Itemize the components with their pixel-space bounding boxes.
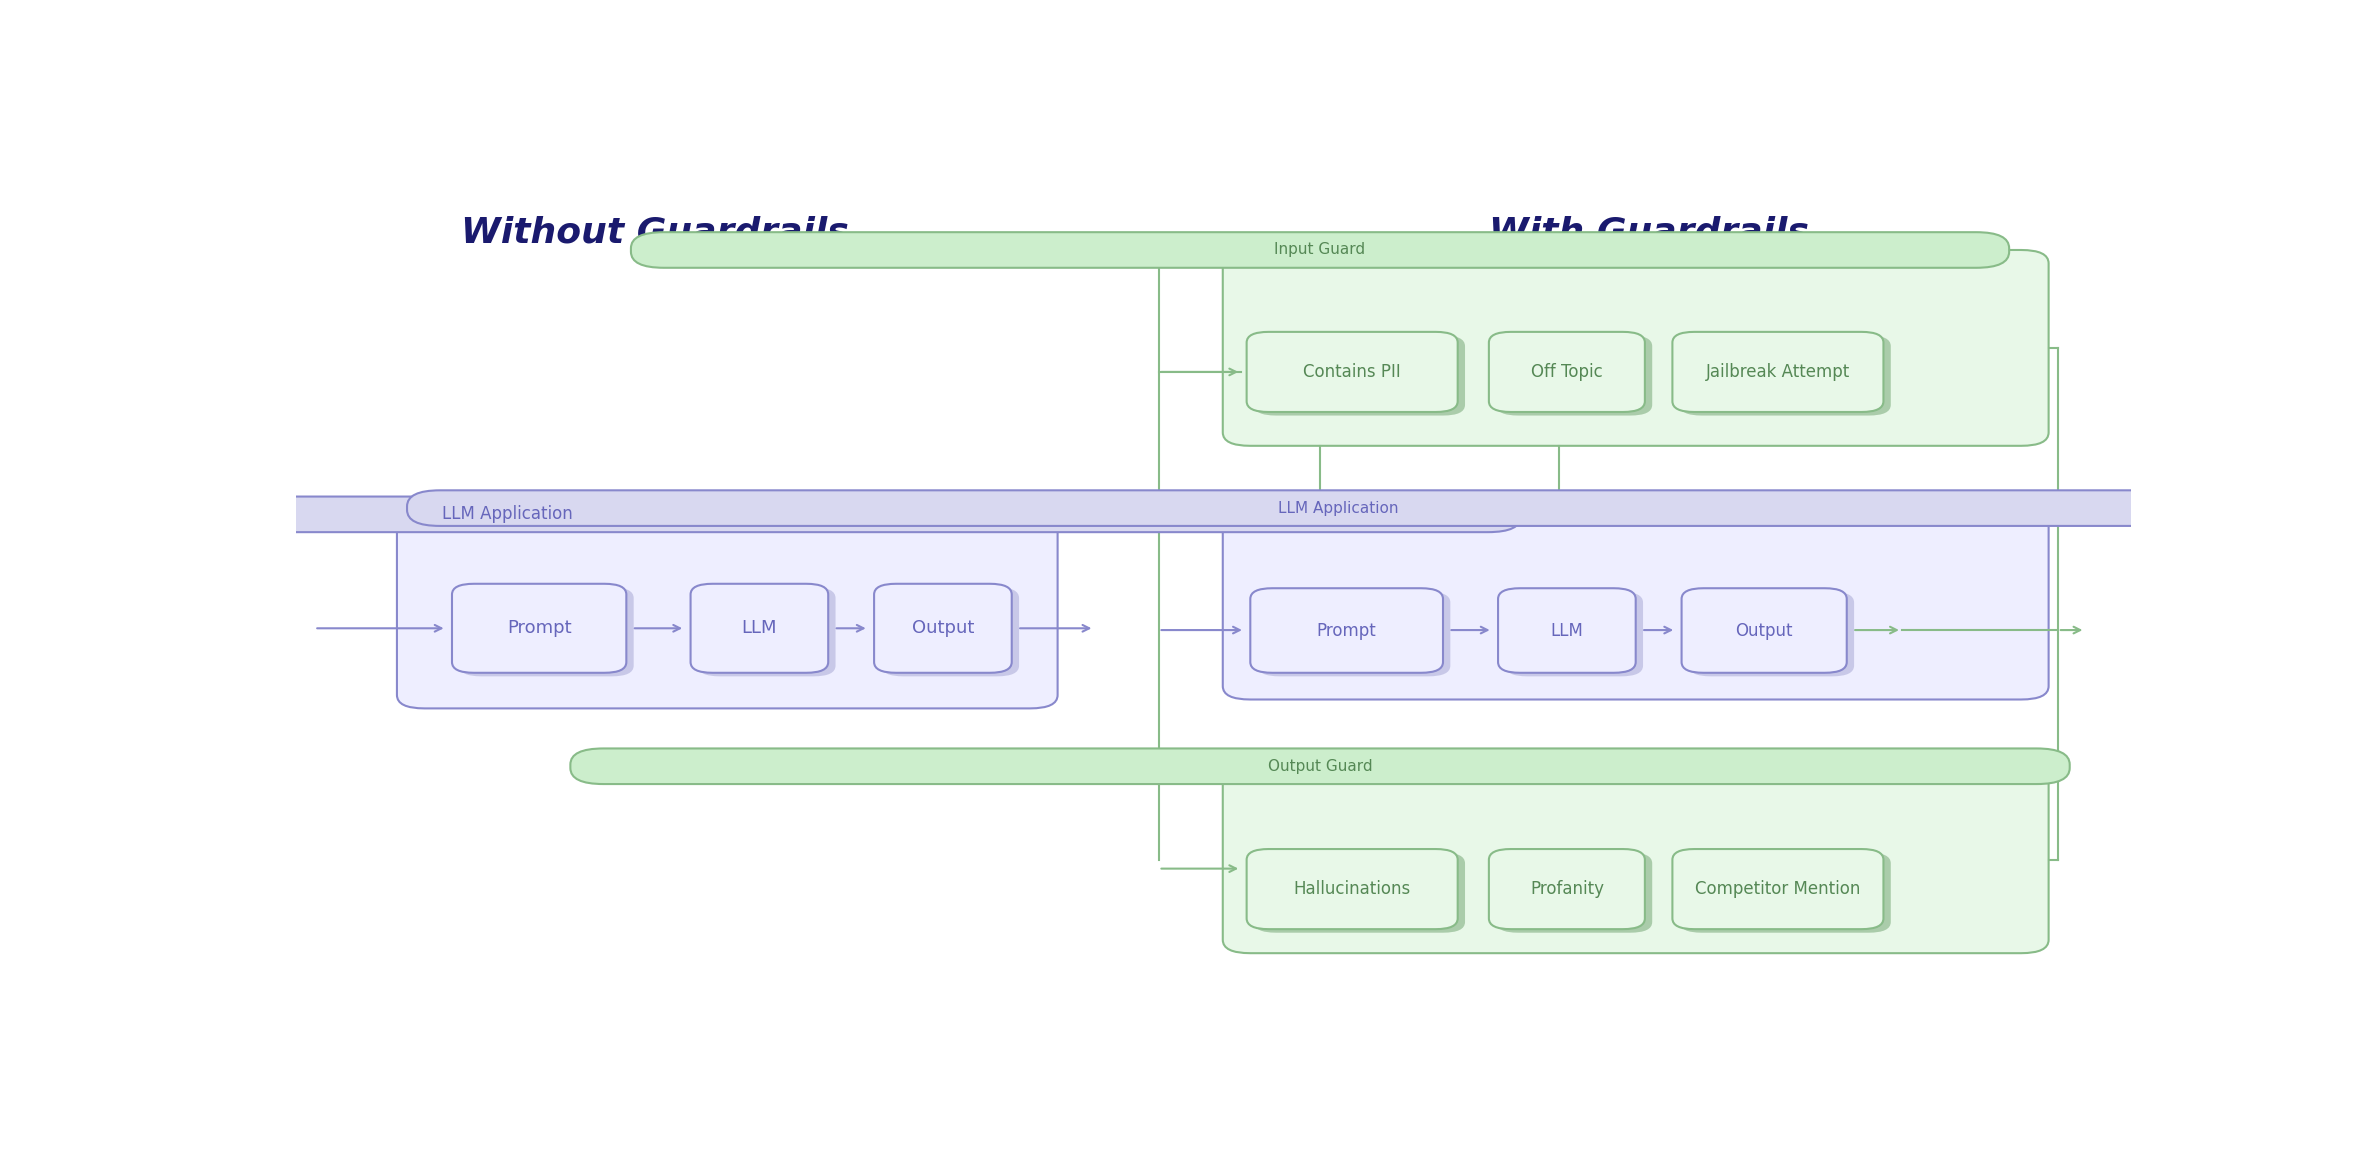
FancyBboxPatch shape xyxy=(452,584,625,673)
Text: Prompt: Prompt xyxy=(1317,622,1376,639)
FancyBboxPatch shape xyxy=(398,512,1058,709)
FancyBboxPatch shape xyxy=(874,584,1011,673)
Text: LLM: LLM xyxy=(741,620,777,637)
FancyBboxPatch shape xyxy=(1489,332,1646,412)
Text: Jailbreak Attempt: Jailbreak Attempt xyxy=(1705,363,1849,381)
FancyBboxPatch shape xyxy=(1255,853,1466,933)
FancyBboxPatch shape xyxy=(1672,849,1883,929)
FancyBboxPatch shape xyxy=(1222,509,2048,699)
FancyBboxPatch shape xyxy=(691,584,829,673)
Text: Output Guard: Output Guard xyxy=(1267,758,1373,773)
FancyBboxPatch shape xyxy=(1499,588,1636,673)
Text: LLM Application: LLM Application xyxy=(443,505,573,524)
Text: Off Topic: Off Topic xyxy=(1532,363,1603,381)
Text: Profanity: Profanity xyxy=(1530,880,1603,898)
FancyBboxPatch shape xyxy=(1672,332,1883,412)
FancyBboxPatch shape xyxy=(1681,588,1847,673)
FancyBboxPatch shape xyxy=(0,497,1520,532)
Text: LLM: LLM xyxy=(1551,622,1584,639)
FancyBboxPatch shape xyxy=(459,587,635,676)
FancyBboxPatch shape xyxy=(571,748,2070,784)
Text: Without Guardrails: Without Guardrails xyxy=(462,215,848,250)
FancyBboxPatch shape xyxy=(1257,592,1449,676)
Text: Input Guard: Input Guard xyxy=(1274,243,1366,258)
Text: Competitor Mention: Competitor Mention xyxy=(1695,880,1861,898)
FancyBboxPatch shape xyxy=(1489,849,1646,929)
FancyBboxPatch shape xyxy=(1688,592,1854,676)
FancyBboxPatch shape xyxy=(1222,766,2048,954)
FancyBboxPatch shape xyxy=(1222,250,2048,446)
FancyBboxPatch shape xyxy=(1250,588,1442,673)
FancyBboxPatch shape xyxy=(1246,849,1459,929)
Text: Contains PII: Contains PII xyxy=(1302,363,1402,381)
FancyBboxPatch shape xyxy=(1679,853,1890,933)
Text: Hallucinations: Hallucinations xyxy=(1293,880,1411,898)
FancyBboxPatch shape xyxy=(881,587,1018,676)
FancyBboxPatch shape xyxy=(1679,335,1890,415)
FancyBboxPatch shape xyxy=(407,490,2271,526)
FancyBboxPatch shape xyxy=(699,587,836,676)
Text: Prompt: Prompt xyxy=(507,620,571,637)
Text: With Guardrails: With Guardrails xyxy=(1489,215,1809,250)
FancyBboxPatch shape xyxy=(630,232,2008,268)
Text: LLM Application: LLM Application xyxy=(1279,501,1399,516)
FancyBboxPatch shape xyxy=(1506,592,1643,676)
Text: Output: Output xyxy=(912,620,973,637)
FancyBboxPatch shape xyxy=(1255,335,1466,415)
FancyBboxPatch shape xyxy=(1497,853,1653,933)
FancyBboxPatch shape xyxy=(1497,335,1653,415)
FancyBboxPatch shape xyxy=(1246,332,1459,412)
Text: Output: Output xyxy=(1736,622,1793,639)
